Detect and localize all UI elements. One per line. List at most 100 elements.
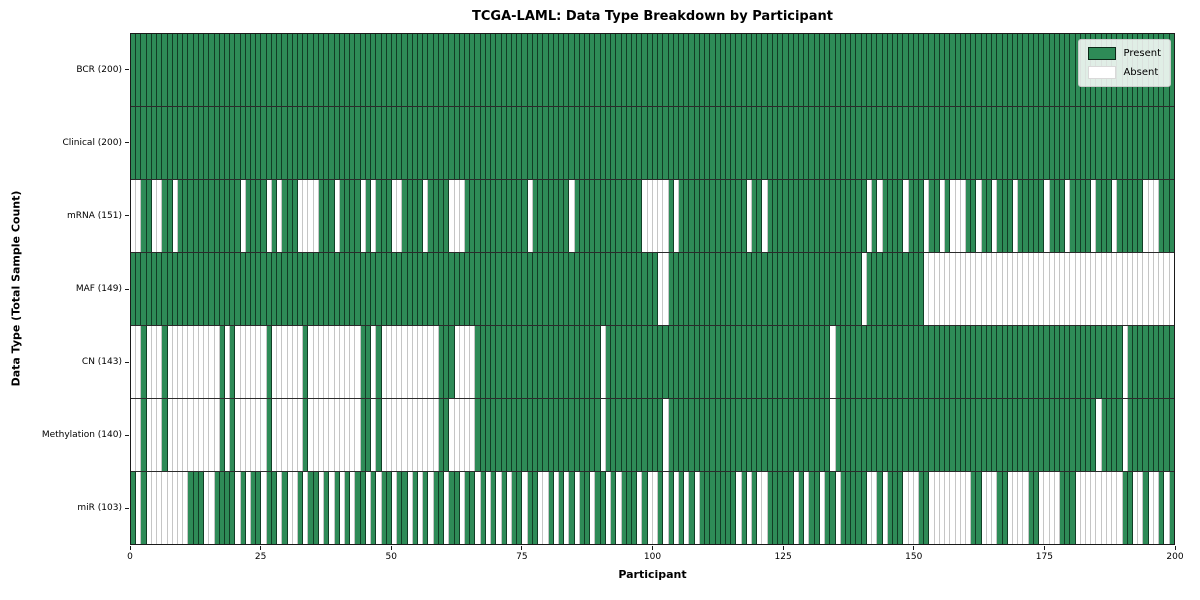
heatmap-cell: [292, 472, 298, 544]
heatmap-cell: [298, 326, 304, 398]
heatmap-cell: [731, 107, 737, 179]
heatmap-cell: [485, 107, 492, 179]
heatmap-cell: [658, 326, 664, 398]
heatmap-cell: [684, 472, 690, 544]
heatmap-cell: [506, 399, 512, 471]
heatmap-cell: [699, 253, 706, 325]
heatmap-cell: [412, 34, 419, 106]
heatmap-cell: [804, 34, 810, 106]
heatmap-cell: [652, 399, 659, 471]
heatmap-cell: [1091, 253, 1097, 325]
heatmap-row-MAF: [131, 253, 1174, 326]
heatmap-cell: [830, 472, 836, 544]
heatmap-cell: [569, 34, 575, 106]
heatmap-cell: [1112, 107, 1118, 179]
heatmap-cell: [1059, 180, 1066, 252]
heatmap-cell: [1080, 399, 1087, 471]
legend-label: Present: [1123, 48, 1161, 59]
heatmap-cell: [924, 326, 930, 398]
heatmap-cell: [866, 253, 873, 325]
heatmap-cell: [1106, 107, 1113, 179]
heatmap-cell: [131, 399, 137, 471]
heatmap-cell: [799, 399, 805, 471]
heatmap-cell: [329, 180, 335, 252]
heatmap-cell: [418, 34, 424, 106]
heatmap-cell: [924, 253, 930, 325]
heatmap-cell: [151, 253, 158, 325]
heatmap-cell: [877, 472, 883, 544]
heatmap-cell: [804, 399, 810, 471]
heatmap-cell: [339, 399, 345, 471]
heatmap-cell: [1065, 34, 1071, 106]
heatmap-cell: [752, 399, 758, 471]
heatmap-cell: [339, 180, 345, 252]
heatmap-cell: [945, 34, 951, 106]
heatmap-cell: [548, 326, 554, 398]
heatmap-cell: [1080, 472, 1087, 544]
heatmap-cell: [736, 180, 742, 252]
heatmap-cell: [934, 107, 940, 179]
heatmap-cell: [611, 326, 617, 398]
heatmap-cell: [496, 107, 502, 179]
heatmap-cell: [287, 472, 293, 544]
heatmap-cell: [908, 326, 914, 398]
heatmap-cell: [626, 253, 632, 325]
heatmap-cell: [585, 326, 591, 398]
heatmap-cell: [600, 34, 606, 106]
heatmap-cell: [235, 34, 241, 106]
heatmap-cell: [371, 180, 377, 252]
heatmap-cell: [663, 34, 669, 106]
heatmap-cell: [235, 180, 241, 252]
heatmap-cell: [819, 180, 826, 252]
heatmap-cell: [459, 326, 465, 398]
heatmap-cell: [590, 180, 596, 252]
heatmap-cell: [1070, 34, 1076, 106]
heatmap-cell: [913, 326, 920, 398]
heatmap-cell: [177, 326, 184, 398]
heatmap-cell: [360, 472, 366, 544]
heatmap-cell: [866, 326, 873, 398]
heatmap-cell: [658, 180, 664, 252]
heatmap-cell: [444, 107, 450, 179]
heatmap-cell: [976, 180, 982, 252]
y-tick-label-BCR: BCR (200): [76, 64, 122, 75]
heatmap-cell: [412, 399, 419, 471]
heatmap-cell: [266, 34, 272, 106]
heatmap-cell: [1169, 253, 1174, 325]
heatmap-cell: [595, 253, 601, 325]
heatmap-cell: [465, 180, 471, 252]
heatmap-cell: [522, 107, 528, 179]
heatmap-cell: [1153, 326, 1160, 398]
heatmap-cell: [971, 326, 977, 398]
heatmap-cell: [872, 326, 878, 398]
heatmap-cell: [548, 107, 554, 179]
heatmap-cell: [402, 180, 408, 252]
heatmap-cell: [856, 34, 862, 106]
heatmap-cell: [877, 253, 883, 325]
heatmap-cell: [908, 472, 914, 544]
heatmap-cell: [313, 399, 319, 471]
heatmap-cell: [898, 399, 904, 471]
heatmap-cell: [433, 326, 439, 398]
heatmap-cell: [903, 180, 909, 252]
heatmap-cell: [1054, 107, 1060, 179]
heatmap-cell: [480, 399, 486, 471]
heatmap-cell: [219, 326, 225, 398]
heatmap-cell: [689, 399, 695, 471]
heatmap-cell: [188, 107, 194, 179]
heatmap-cell: [1159, 180, 1165, 252]
heatmap-cell: [804, 253, 810, 325]
heatmap-cell: [151, 472, 158, 544]
heatmap-cell: [193, 253, 199, 325]
heatmap-cell: [407, 253, 413, 325]
heatmap-cell: [475, 326, 481, 398]
heatmap-cell: [209, 107, 215, 179]
heatmap-cell: [809, 180, 815, 252]
heatmap-cell: [788, 180, 794, 252]
heatmap-cell: [224, 326, 231, 398]
x-tick-label: 50: [385, 552, 397, 562]
heatmap-cell: [934, 180, 940, 252]
heatmap-cell: [553, 399, 559, 471]
heatmap-cell: [282, 253, 288, 325]
heatmap-cell: [355, 107, 361, 179]
